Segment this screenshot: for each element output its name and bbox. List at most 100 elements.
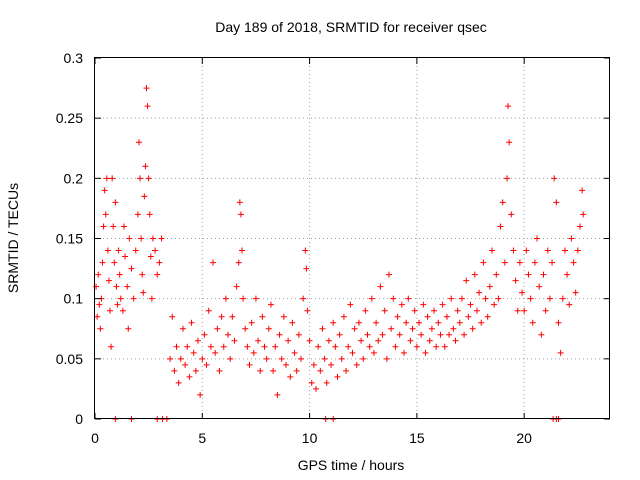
data-point xyxy=(388,325,395,332)
data-point xyxy=(255,337,262,344)
data-point xyxy=(504,175,510,182)
data-point xyxy=(450,325,457,332)
data-point xyxy=(179,325,186,332)
data-point xyxy=(274,391,281,398)
data-point xyxy=(138,235,145,242)
data-point xyxy=(435,319,442,326)
data-point xyxy=(426,337,433,344)
data-point xyxy=(169,313,176,320)
data-point xyxy=(125,325,132,332)
data-point xyxy=(394,313,401,320)
data-point xyxy=(497,223,504,230)
data-point xyxy=(383,355,390,362)
data-point xyxy=(580,211,587,218)
data-point xyxy=(392,343,399,350)
data-point xyxy=(418,331,425,338)
data-point xyxy=(480,259,487,266)
data-point xyxy=(538,331,545,338)
data-point xyxy=(265,325,272,332)
data-point xyxy=(111,259,118,266)
data-point xyxy=(128,265,135,272)
x-tick-label: 15 xyxy=(409,430,425,446)
data-point xyxy=(360,355,367,362)
data-point xyxy=(177,355,184,362)
data-point xyxy=(495,295,502,302)
data-point xyxy=(137,175,144,182)
data-point xyxy=(147,253,154,260)
data-point xyxy=(134,211,141,218)
data-point xyxy=(401,349,407,356)
y-tick-label: 0.2 xyxy=(64,170,84,186)
axis-ticks xyxy=(94,57,610,420)
data-point xyxy=(272,343,279,350)
data-point xyxy=(250,349,257,356)
data-point xyxy=(149,235,156,242)
data-point xyxy=(257,367,264,374)
grid-lines xyxy=(95,58,610,419)
data-point xyxy=(446,331,453,338)
data-point xyxy=(351,325,358,332)
data-point xyxy=(319,325,326,332)
data-point xyxy=(561,247,568,254)
data-point xyxy=(349,349,356,356)
data-point xyxy=(375,337,382,344)
data-point xyxy=(315,343,322,350)
data-point xyxy=(186,373,193,380)
data-point xyxy=(171,367,178,374)
data-point xyxy=(508,211,515,218)
data-point xyxy=(244,343,251,350)
data-point xyxy=(366,343,373,350)
data-point xyxy=(579,187,586,194)
x-axis-label: GPS time / hours xyxy=(298,457,405,473)
data-point xyxy=(108,343,115,350)
data-point xyxy=(94,313,101,320)
data-point xyxy=(411,307,418,314)
data-point xyxy=(237,211,244,218)
x-tick-labels: 0 5 10 15 20 xyxy=(91,430,532,446)
data-point xyxy=(527,295,534,302)
data-point xyxy=(572,289,579,296)
data-point xyxy=(381,307,388,314)
data-point xyxy=(353,361,360,368)
data-point xyxy=(182,361,189,368)
data-point xyxy=(295,331,302,338)
data-point xyxy=(334,373,341,380)
data-point xyxy=(216,367,223,374)
data-point xyxy=(282,361,289,368)
data-point xyxy=(345,343,352,350)
data-point xyxy=(252,295,259,302)
data-point xyxy=(570,259,577,266)
data-point xyxy=(465,313,472,320)
data-point xyxy=(476,289,483,296)
data-point xyxy=(145,175,152,182)
data-point xyxy=(473,307,480,314)
data-point xyxy=(142,163,149,170)
y-tick-label: 0.15 xyxy=(56,231,83,247)
data-point xyxy=(454,307,461,314)
data-point xyxy=(377,283,384,290)
data-point xyxy=(242,325,249,332)
data-point xyxy=(303,265,310,272)
data-point xyxy=(207,343,214,350)
data-point xyxy=(501,259,508,266)
data-point xyxy=(529,319,536,326)
data-point xyxy=(544,247,551,254)
data-point xyxy=(116,271,123,278)
data-point xyxy=(225,331,232,338)
data-point xyxy=(510,247,517,254)
data-point xyxy=(564,271,571,278)
data-point xyxy=(512,277,519,284)
data-point xyxy=(222,295,229,302)
data-point xyxy=(270,367,277,374)
data-point xyxy=(566,301,573,308)
y-tick-label: 0.3 xyxy=(64,50,84,66)
data-point xyxy=(491,301,498,308)
data-point xyxy=(531,259,538,266)
y-tick-label: 0 xyxy=(75,411,83,427)
data-point xyxy=(210,259,217,266)
data-point xyxy=(95,271,102,278)
data-point xyxy=(120,223,127,230)
data-point xyxy=(130,295,137,302)
data-point xyxy=(313,385,320,392)
data-point xyxy=(338,355,345,362)
